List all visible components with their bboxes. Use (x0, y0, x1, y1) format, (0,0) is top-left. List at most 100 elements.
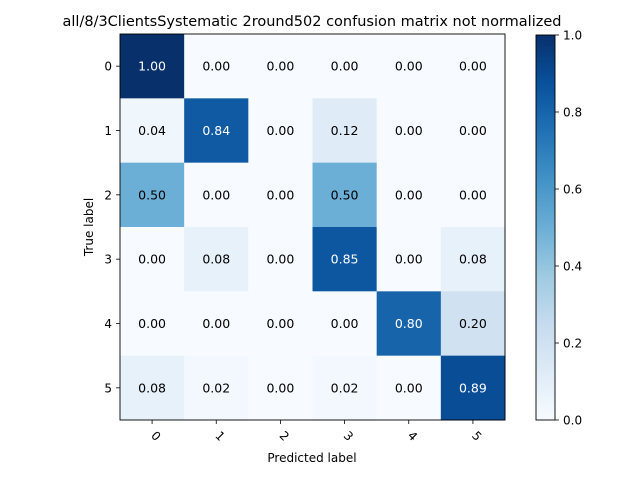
heatmap-cell-r1-c1 (184, 98, 249, 164)
heatmap-cell-r2-c5 (440, 162, 506, 228)
cell-value-label: 0.08 (459, 252, 487, 267)
heatmap-cell-r1-c5 (440, 98, 506, 164)
cell-value-label: 0.00 (266, 187, 294, 202)
heatmap-cell-r3-c1 (184, 227, 249, 292)
cell-value-label: 0.00 (266, 380, 294, 395)
heatmap-cell-r5-c3 (312, 355, 378, 421)
heatmap-cell-r4-c0 (120, 291, 185, 357)
x-tick-label: 5 (469, 429, 484, 444)
heatmap-cell-r0-c0 (120, 34, 185, 99)
colorbar-tick-label: 1.0 (563, 29, 582, 43)
cell-value-label: 0.00 (138, 316, 166, 331)
colorbar-tick-label: 0.2 (563, 337, 582, 351)
heatmap-cell-r1-c2 (248, 98, 313, 164)
chart-title: all/8/3ClientsSystematic 2round502 confu… (63, 14, 562, 30)
y-tick-label: 0 (104, 60, 112, 74)
cell-value-label: 0.00 (395, 252, 423, 267)
colorbar (535, 34, 556, 421)
y-axis-label: True label (82, 198, 96, 257)
heatmap-cell-r2-c1 (184, 162, 249, 228)
cell-value-label: 0.00 (266, 123, 294, 138)
cell-value-label: 0.00 (395, 123, 423, 138)
x-axis-ticks: 0 1 2 3 4 5 (148, 420, 484, 444)
cell-value-label: 0.00 (395, 59, 423, 74)
cell-value-label: 0.02 (331, 380, 359, 395)
heatmap-cell-r5-c5 (440, 355, 506, 421)
y-tick-label: 4 (104, 317, 112, 331)
cell-value-label: 0.00 (266, 252, 294, 267)
cell-value-label: 0.00 (202, 59, 230, 74)
cell-value-label: 0.80 (395, 316, 423, 331)
heatmap-cell-r1-c3 (312, 98, 378, 164)
y-tick-label: 2 (104, 188, 112, 202)
y-tick-label: 5 (104, 381, 112, 395)
cell-value-label: 0.89 (459, 380, 487, 395)
heatmap-cell-r0-c5 (440, 34, 506, 99)
heatmap-cell-r2-c3 (312, 162, 378, 228)
heatmap-cell-r2-c4 (376, 162, 442, 228)
cell-value-label: 0.20 (459, 316, 487, 331)
x-axis-label: Predicted label (267, 451, 356, 465)
cell-value-label: 1.00 (138, 59, 166, 74)
heatmap-cell-r5-c0 (120, 355, 185, 421)
cell-value-label: 0.00 (266, 59, 294, 74)
cell-value-label: 0.00 (459, 123, 487, 138)
cell-value-label: 0.00 (395, 187, 423, 202)
cell-value-label: 0.84 (202, 123, 230, 138)
heatmap-cell-r2-c0 (120, 162, 185, 228)
colorbar-tick-label: 0.0 (563, 414, 582, 428)
x-tick-label: 2 (277, 429, 292, 444)
x-tick-label: 4 (405, 429, 420, 444)
cell-value-label: 0.00 (202, 316, 230, 331)
heatmap-cell-r5-c2 (248, 355, 313, 421)
y-tick-label: 1 (104, 124, 112, 138)
heatmap-cell-r4-c4 (376, 291, 442, 357)
heatmap-cell-r3-c0 (120, 227, 185, 292)
cell-value-label: 0.00 (395, 380, 423, 395)
cell-value-label: 0.00 (331, 59, 359, 74)
heatmap-cell-r0-c4 (376, 34, 442, 99)
cell-value-label: 0.50 (138, 187, 166, 202)
colorbar-tick-label: 0.8 (563, 106, 582, 120)
colorbar-tick-label: 0.6 (563, 183, 582, 197)
heatmap-cell-r5-c1 (184, 355, 249, 421)
heatmap-cell-r4-c1 (184, 291, 249, 357)
cell-value-label: 0.02 (202, 380, 230, 395)
heatmap-cell-r5-c4 (376, 355, 442, 421)
heatmap-cell-r3-c3 (312, 227, 378, 292)
x-tick-label: 1 (212, 429, 227, 444)
heatmap-cell-r3-c2 (248, 227, 313, 292)
heatmap-cell-labels: 1.00 0.00 0.00 0.00 0.00 0.00 0.04 0.84 0.00 0.12… (138, 59, 487, 396)
cell-value-label: 0.00 (266, 316, 294, 331)
y-axis-ticks: 0 1 2 3 4 5 (104, 60, 120, 395)
cell-value-label: 0.12 (331, 123, 359, 138)
x-tick-label: 0 (148, 429, 163, 444)
cell-value-label: 0.08 (202, 252, 230, 267)
heatmap-cell-r4-c2 (248, 291, 313, 357)
cell-value-label: 0.04 (138, 123, 166, 138)
colorbar-ticks: 0.0 0.2 0.4 0.6 0.8 1.0 (555, 29, 582, 428)
cell-value-label: 0.00 (138, 252, 166, 267)
colorbar-tick-label: 0.4 (563, 260, 582, 274)
heatmap-cell-r3-c5 (440, 227, 506, 292)
heatmap-cell-r0-c3 (312, 34, 378, 99)
cell-value-label: 0.85 (331, 252, 359, 267)
cell-value-label: 0.00 (459, 187, 487, 202)
heatmap-cells (120, 34, 506, 421)
plot-frame (119, 33, 506, 421)
heatmap-cell-r3-c4 (376, 227, 442, 292)
x-tick-label: 3 (341, 429, 356, 444)
heatmap-cell-r0-c1 (184, 34, 249, 99)
cell-value-label: 0.00 (202, 187, 230, 202)
cell-value-label: 0.00 (331, 316, 359, 331)
heatmap-cell-r0-c2 (248, 34, 313, 99)
cell-value-label: 0.00 (459, 59, 487, 74)
heatmap-cell-r1-c0 (120, 98, 185, 164)
cell-value-label: 0.08 (138, 380, 166, 395)
y-tick-label: 3 (104, 253, 112, 267)
heatmap-cell-r2-c2 (248, 162, 313, 228)
heatmap-cell-r4-c3 (312, 291, 378, 357)
heatmap-cell-r1-c4 (376, 98, 442, 164)
cell-value-label: 0.50 (331, 187, 359, 202)
